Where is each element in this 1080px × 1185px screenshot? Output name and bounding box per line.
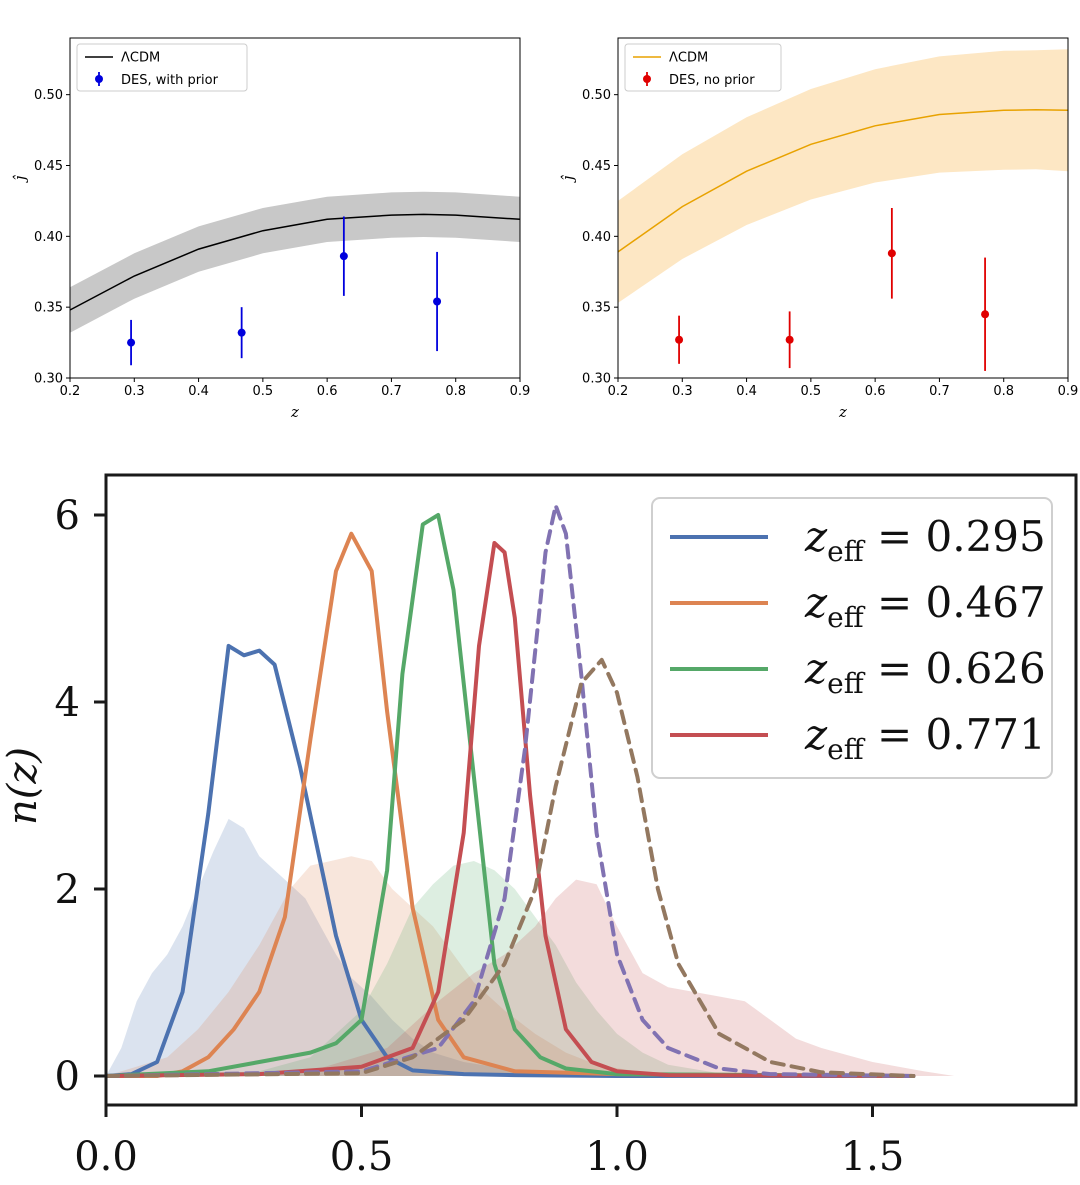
legend-var: z <box>804 578 828 627</box>
x-tick-label: 0.7 <box>381 384 402 399</box>
model-band <box>70 191 520 333</box>
panel-top-right: 0.2 0.3 0.4 0.5 0.6 0.7 0.8 0.9 0.30 0.35 0.40 0.45… <box>559 37 1079 421</box>
y-tick-label: 0.35 <box>34 301 63 316</box>
legend-value: 0.467 <box>926 578 1046 627</box>
histogram-fill-0 <box>106 818 617 1076</box>
y-tick-label: 0.35 <box>582 301 611 316</box>
x-tick-label: 0.4 <box>188 384 209 399</box>
legend-subscript: eff <box>827 667 866 700</box>
legend-equals: = <box>864 710 926 759</box>
x-tick-label: 0.6 <box>317 384 338 399</box>
model-line <box>69 213 521 311</box>
plot-frame <box>69 37 521 379</box>
x-tick-label: 0.9 <box>510 384 531 399</box>
y-tick-label: 0.40 <box>582 230 611 245</box>
x-tick-label: 0.4 <box>736 384 757 399</box>
x-tick-label: 0.2 <box>60 384 81 399</box>
nz-curve-3 <box>104 541 916 1078</box>
legend-subscript: eff <box>827 601 866 634</box>
y-tick-label: 0.50 <box>582 88 611 103</box>
x-tick-label: 0.3 <box>672 384 693 399</box>
data-point <box>981 310 990 319</box>
legend-var: z <box>804 710 828 759</box>
y-tick-label: 0.40 <box>34 230 63 245</box>
y-axis-label: ĵ <box>559 174 577 183</box>
histogram-fill-2 <box>106 861 771 1076</box>
y-tick-label: 2 <box>55 867 80 913</box>
y-tick-label: 6 <box>55 493 80 539</box>
legend-entry-3: zeff = 0.771 <box>804 710 1046 766</box>
legend-subscript: eff <box>827 535 866 568</box>
x-tick-label: 0.5 <box>253 384 274 399</box>
legend-entry-0: zeff = 0.295 <box>804 512 1046 568</box>
x-axis-label: z <box>838 403 847 421</box>
legend-entry-1: zeff = 0.467 <box>804 578 1046 634</box>
legend-value: 0.626 <box>926 644 1046 693</box>
y-tick-label: 0.30 <box>582 372 611 387</box>
legend-var: z <box>804 512 828 561</box>
data-point <box>675 335 684 344</box>
x-tick-label: 0.5 <box>330 1134 394 1180</box>
x-tick-label: 0.2 <box>608 384 629 399</box>
x-tick-label: 0.0 <box>74 1134 138 1180</box>
legend-label-series: DES, no prior <box>669 73 755 88</box>
plot-frame <box>617 37 1069 379</box>
legend-entry-2: zeff = 0.626 <box>804 644 1046 700</box>
y-tick-label: 0.45 <box>582 159 611 174</box>
histogram-fill-3 <box>106 879 955 1076</box>
x-tick-label: 0.9 <box>1058 384 1079 399</box>
y-axis-label: ĵ <box>11 174 29 183</box>
x-tick-label: 1.0 <box>585 1134 649 1180</box>
legend-value: 0.771 <box>926 710 1046 759</box>
y-tick-label: 0 <box>55 1054 80 1100</box>
nz-curve-4 <box>104 503 916 1078</box>
legend-subscript: eff <box>827 733 866 766</box>
x-axis-label: z <box>290 403 299 421</box>
y-tick-label: 0.45 <box>34 159 63 174</box>
legend-box <box>651 497 1053 779</box>
x-tick-label: 0.8 <box>445 384 466 399</box>
nz-curve-1 <box>104 531 916 1078</box>
y-tick-label: 0.50 <box>34 88 63 103</box>
x-tick-label: 0.8 <box>993 384 1014 399</box>
legend-label-series: DES, with prior <box>121 73 219 88</box>
nz-curve-0 <box>104 643 916 1078</box>
data-point <box>887 249 896 258</box>
data-point <box>785 335 794 344</box>
legend-marker <box>643 75 651 83</box>
legend-marker <box>95 75 103 83</box>
x-tick-label: 0.6 <box>865 384 886 399</box>
data-point <box>339 252 348 261</box>
y-axis-label: n(z) <box>0 747 46 825</box>
legend-label-model: ΛCDM <box>121 51 160 66</box>
legend-equals: = <box>864 644 926 693</box>
nz-curve-5 <box>104 657 916 1078</box>
histogram-fill-1 <box>106 856 694 1076</box>
plot-frame <box>104 473 1078 1107</box>
model-line <box>617 109 1069 253</box>
x-tick-label: 0.3 <box>124 384 145 399</box>
legend-equals: = <box>864 512 926 561</box>
y-tick-label: 0.30 <box>34 372 63 387</box>
legend-var: z <box>804 644 828 693</box>
panel-top-left: 0.2 0.3 0.4 0.5 0.6 0.7 0.8 0.9 0.30 0.35 0.40 0.45… <box>11 37 531 421</box>
data-point <box>237 328 246 337</box>
legend-box <box>76 43 248 92</box>
legend-box <box>624 43 782 92</box>
legend-label-model: ΛCDM <box>669 51 708 66</box>
nz-curve-2 <box>104 513 916 1078</box>
x-tick-label: 1.5 <box>841 1134 905 1180</box>
legend-equals: = <box>864 578 926 627</box>
y-tick-label: 4 <box>55 680 80 726</box>
legend-value: 0.295 <box>926 512 1046 561</box>
x-tick-label: 0.5 <box>801 384 822 399</box>
x-tick-label: 0.7 <box>929 384 950 399</box>
data-point <box>433 297 442 306</box>
data-point <box>127 338 136 347</box>
